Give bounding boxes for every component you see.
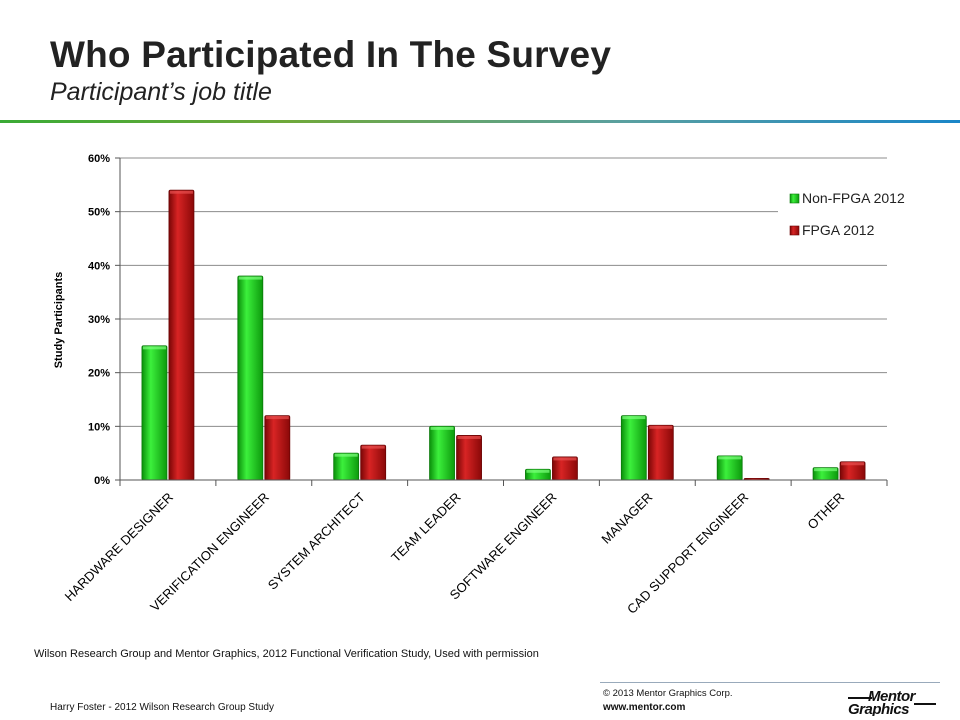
y-tick-label: 40% xyxy=(88,260,110,272)
y-tick-label: 30% xyxy=(88,314,110,326)
bar-non-fpga xyxy=(716,455,743,481)
website-link[interactable]: www.mentor.com xyxy=(603,702,686,713)
bar-cap xyxy=(238,276,262,280)
source-note: Wilson Research Group and Mentor Graphic… xyxy=(34,648,539,660)
x-tick-label: MANAGER xyxy=(598,490,655,547)
bar-cap xyxy=(265,416,289,420)
bar-non-fpga xyxy=(620,415,647,481)
footer-divider xyxy=(600,682,940,683)
y-axis-label: Study Participants xyxy=(53,272,65,369)
x-tick-label: SOFTWARE ENGINEER xyxy=(447,490,560,603)
bar-cap xyxy=(169,190,193,194)
x-tick-label: HARDWARE DESIGNER xyxy=(62,490,176,604)
bar-non-fpga xyxy=(429,425,455,481)
bar-fpga xyxy=(264,415,291,481)
bar-cap xyxy=(622,416,646,420)
x-tick-label: OTHER xyxy=(804,490,847,533)
bar-cap xyxy=(553,457,577,461)
bar-fpga xyxy=(168,189,195,481)
legend-swatch xyxy=(789,225,800,236)
bar-fpga xyxy=(647,424,674,481)
bar-non-fpga xyxy=(333,452,360,481)
legend-swatch xyxy=(789,193,800,204)
logo-text-bottom: Graphics xyxy=(848,701,909,716)
bar-cap xyxy=(841,462,865,466)
y-tick-label: 10% xyxy=(88,421,110,433)
slide-title: Who Participated In The Survey xyxy=(50,34,612,75)
legend: Non-FPGA 2012 FPGA 2012 xyxy=(778,182,928,252)
y-tick-label: 60% xyxy=(88,153,110,165)
bar-fpga xyxy=(456,435,482,481)
header-divider xyxy=(0,120,960,123)
bar-cap xyxy=(718,456,742,460)
copyright-note: © 2013 Mentor Graphics Corp. xyxy=(603,688,733,699)
bar-cap xyxy=(814,468,838,472)
bar-cap xyxy=(142,346,166,350)
presenter-credit: Harry Foster - 2012 Wilson Research Grou… xyxy=(50,702,274,713)
logo-text-top: Mentor xyxy=(868,688,917,705)
bar-cap xyxy=(526,469,550,473)
bar-cap xyxy=(334,453,358,457)
bar-fpga xyxy=(360,444,387,481)
x-tick-label: TEAM LEADER xyxy=(388,490,463,565)
bar-non-fpga xyxy=(237,275,264,481)
y-tick-label: 20% xyxy=(88,368,110,380)
bars xyxy=(141,189,866,481)
legend-background xyxy=(778,182,928,252)
bar-cap xyxy=(649,425,673,429)
gridlines xyxy=(120,157,887,481)
legend-label: Non-FPGA 2012 xyxy=(802,190,905,206)
y-tick-label: 0% xyxy=(94,475,110,487)
legend-label: FPGA 2012 xyxy=(802,222,875,238)
y-tick-label: 50% xyxy=(88,207,110,219)
mentor-graphics-logo: Mentor Graphics xyxy=(848,688,936,716)
x-tick-label: SYSTEM ARCHITECT xyxy=(265,489,368,592)
bar-cap xyxy=(361,445,385,449)
bar-cap xyxy=(457,435,481,439)
bar-non-fpga xyxy=(141,345,168,481)
slide-subtitle: Participant’s job title xyxy=(50,78,272,106)
bar-chart: 0%10%20%30%40%50%60%HARDWARE DESIGNERVER… xyxy=(53,153,928,617)
bar-cap xyxy=(430,426,454,430)
